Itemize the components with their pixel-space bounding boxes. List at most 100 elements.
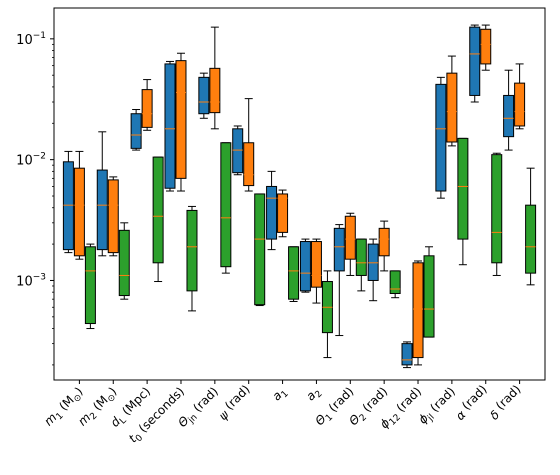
y-tick-base: 10 <box>16 154 33 169</box>
box-orange-11 <box>446 55 458 147</box>
box-body <box>130 113 142 149</box>
box-body <box>401 343 413 366</box>
box-body <box>344 215 356 260</box>
y-tick-exponent: −3 <box>33 272 46 282</box>
y-tick-label: 10−3 <box>16 272 46 289</box>
box-green-8 <box>355 238 367 292</box>
box-body <box>277 193 289 233</box>
box-body <box>152 156 164 264</box>
box-blue-1 <box>96 131 108 257</box>
x-label-sub: 1 <box>324 413 335 424</box>
box-body <box>62 161 74 251</box>
box-body <box>175 60 187 179</box>
x-tick-label: ϕjl (rad) <box>416 384 461 429</box>
box-body <box>491 154 503 264</box>
box-orange-0 <box>73 150 85 260</box>
y-tick-base: 10 <box>16 274 33 289</box>
box-body <box>446 72 458 143</box>
box-orange-10 <box>412 260 424 366</box>
y-tick-base: 10 <box>16 33 33 48</box>
box-green-4 <box>220 142 232 274</box>
box-blue-3 <box>164 60 176 192</box>
box-body <box>107 179 119 254</box>
box-green-12 <box>491 152 503 276</box>
x-label-rest: (rad) <box>456 382 489 415</box>
box-body <box>457 137 469 240</box>
box-green-2 <box>152 156 164 283</box>
box-green-13 <box>525 167 537 286</box>
x-tick-label: a1 <box>270 384 291 405</box>
box-body <box>198 76 210 115</box>
x-label-sub: 1 <box>280 389 291 400</box>
box-green-11 <box>457 137 469 266</box>
box-body <box>310 241 322 288</box>
box-orange-2 <box>141 79 153 131</box>
box-blue-8 <box>333 224 345 337</box>
box-blue-11 <box>435 76 447 199</box>
y-tick-exponent: −2 <box>33 152 46 162</box>
box-blue-7 <box>299 238 311 293</box>
box-body <box>435 83 447 192</box>
x-label-rest: (rad) <box>219 382 252 415</box>
box-body <box>164 63 176 189</box>
x-tick-label: δ (rad) <box>485 382 526 423</box>
x-label-sub: 2 <box>358 413 369 424</box>
box-blue-0 <box>62 150 74 254</box>
x-label-sub: 2 <box>314 389 325 400</box>
box-blue-12 <box>469 24 481 103</box>
y-tick-label: 10−2 <box>16 152 46 169</box>
box-body <box>141 89 153 128</box>
box-body <box>84 246 96 325</box>
box-green-5 <box>254 193 266 307</box>
plot-frame <box>53 7 546 381</box>
box-green-0 <box>84 243 96 330</box>
x-label-rest: (rad) <box>490 382 523 415</box>
box-body <box>220 142 232 268</box>
box-orange-7 <box>310 238 322 304</box>
box-body <box>186 209 198 292</box>
box-orange-4 <box>209 26 221 130</box>
box-orange-3 <box>175 52 187 192</box>
box-body <box>73 167 85 257</box>
box-body <box>378 227 390 257</box>
x-label-rest: (rad) <box>357 384 390 417</box>
box-body <box>266 185 278 240</box>
box-body <box>514 82 526 127</box>
boxes-layer <box>62 24 537 369</box>
box-blue-13 <box>503 69 515 151</box>
x-label-sub: jl <box>425 413 436 424</box>
box-blue-4 <box>198 72 210 119</box>
box-body <box>412 262 424 359</box>
x-label-sub: 2 <box>88 411 99 422</box>
box-orange-9 <box>378 220 390 272</box>
x-label-sub: 0 <box>134 433 145 444</box>
y-tick-exponent: −1 <box>33 31 46 41</box>
box-blue-2 <box>130 109 142 151</box>
box-body <box>525 204 537 274</box>
box-body <box>118 229 130 297</box>
box-body <box>288 246 300 300</box>
box-blue-10 <box>401 341 413 369</box>
box-green-3 <box>186 205 198 312</box>
box-orange-13 <box>514 63 526 130</box>
box-body <box>299 241 311 292</box>
box-body <box>389 270 401 294</box>
box-body <box>480 28 492 65</box>
x-tick-label: ψ (rad) <box>214 382 255 423</box>
box-body <box>503 94 515 138</box>
box-orange-8 <box>344 212 356 276</box>
box-orange-1 <box>107 176 119 257</box>
x-tick-label: a2 <box>303 384 324 405</box>
box-body <box>423 255 435 338</box>
box-green-7 <box>321 270 333 359</box>
box-body <box>469 26 481 96</box>
x-label-sub: L <box>118 416 129 427</box>
box-orange-6 <box>277 189 289 238</box>
y-tick-label: 10−1 <box>16 31 46 48</box>
x-label-sub: 1 <box>55 411 66 422</box>
box-green-10 <box>423 246 435 338</box>
box-body <box>333 227 345 272</box>
box-blue-5 <box>232 125 244 176</box>
